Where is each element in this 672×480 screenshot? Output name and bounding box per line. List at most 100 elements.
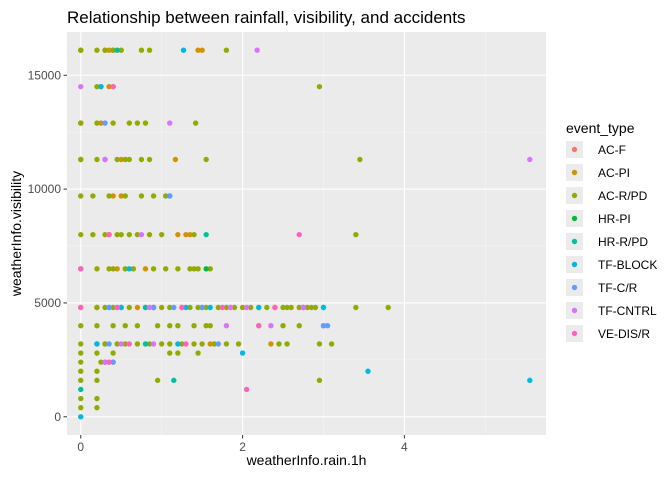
data-point — [175, 350, 181, 356]
data-point — [94, 377, 100, 384]
data-point — [78, 83, 84, 90]
legend-item: AC-F — [566, 141, 626, 158]
data-point — [353, 231, 359, 238]
data-point — [118, 341, 124, 347]
data-point — [199, 341, 205, 347]
data-point — [195, 266, 201, 272]
data-point — [110, 266, 116, 272]
data-point — [247, 304, 254, 311]
data-point — [191, 323, 197, 329]
x-axis: 0 2 4 — [77, 435, 408, 454]
data-point — [94, 47, 100, 53]
y-tick-label: 5000 — [34, 296, 61, 310]
data-point — [163, 266, 169, 272]
data-point — [122, 341, 128, 347]
data-point — [187, 266, 193, 272]
data-point — [98, 359, 104, 365]
data-point — [385, 304, 391, 311]
data-point — [138, 156, 145, 163]
data-point — [106, 266, 112, 272]
data-point — [106, 231, 112, 238]
data-point — [231, 304, 238, 311]
data-point — [187, 304, 193, 311]
legend-key-dot — [571, 169, 578, 176]
data-point — [118, 304, 124, 311]
data-point — [114, 47, 120, 53]
data-point — [106, 193, 112, 199]
data-point — [154, 323, 161, 329]
data-point — [98, 83, 104, 90]
data-point — [167, 350, 173, 356]
legend-key-dot — [571, 238, 578, 245]
data-point — [102, 231, 108, 238]
data-point — [316, 83, 323, 90]
data-point — [134, 341, 141, 347]
legend-item: TF-C/R — [566, 279, 638, 296]
data-point — [146, 156, 153, 163]
data-point — [154, 377, 161, 384]
data-point — [207, 341, 213, 347]
legend-title: event_type — [566, 120, 635, 136]
data-point — [122, 156, 128, 163]
data-point — [180, 47, 187, 53]
legend-item: AC-PI — [566, 164, 630, 181]
y-axis: 0 5000 10000 15000 — [28, 68, 67, 424]
data-point — [90, 231, 96, 238]
data-point — [223, 323, 230, 329]
data-point — [296, 231, 302, 238]
data-point — [106, 359, 112, 365]
data-point — [146, 341, 153, 347]
data-point — [175, 323, 181, 329]
data-point — [114, 266, 120, 272]
data-point — [150, 193, 157, 199]
data-point — [110, 350, 116, 356]
data-point — [110, 304, 116, 311]
data-point — [268, 323, 274, 329]
data-point — [146, 304, 153, 311]
data-point — [235, 341, 242, 347]
legend-label: AC-F — [598, 143, 626, 157]
data-point — [130, 266, 137, 272]
data-point — [122, 193, 128, 199]
data-point — [78, 359, 84, 365]
data-point — [114, 341, 120, 347]
data-point — [142, 266, 149, 272]
data-point — [223, 304, 230, 311]
data-point — [320, 304, 327, 311]
data-point — [203, 231, 209, 238]
data-point — [195, 304, 201, 311]
data-point — [219, 304, 226, 311]
data-point — [163, 193, 169, 199]
data-point — [207, 266, 213, 272]
data-point — [167, 120, 173, 126]
chart-title: Relationship between rainfall, visibilit… — [67, 8, 465, 27]
data-point — [171, 304, 177, 311]
data-point — [126, 341, 133, 347]
data-point — [114, 304, 120, 311]
data-point — [158, 304, 165, 311]
data-point — [78, 304, 84, 311]
data-point — [199, 304, 205, 311]
data-point — [90, 193, 96, 199]
data-point — [150, 304, 157, 311]
legend-label: TF-CNTRL — [598, 304, 657, 318]
data-point — [134, 231, 141, 238]
data-point — [78, 377, 84, 384]
data-point — [288, 304, 294, 311]
data-point — [102, 359, 108, 365]
data-point — [527, 156, 533, 163]
data-point — [191, 266, 197, 272]
x-tick-label: 0 — [77, 440, 84, 454]
data-point — [171, 377, 177, 384]
legend-item: TF-CNTRL — [566, 302, 657, 319]
data-point — [126, 156, 133, 163]
data-point — [254, 47, 260, 53]
data-point — [102, 156, 108, 163]
data-point — [300, 304, 306, 311]
data-point — [191, 231, 197, 238]
data-point — [223, 341, 230, 347]
data-point — [324, 323, 331, 329]
data-point — [316, 377, 323, 384]
data-point — [142, 120, 149, 126]
data-point — [94, 323, 100, 329]
